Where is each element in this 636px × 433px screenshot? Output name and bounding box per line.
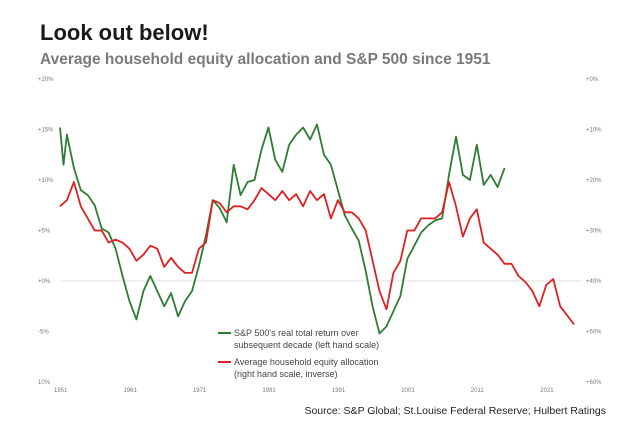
- legend-label-green-line-1: S&P 500's real total return over: [234, 328, 359, 338]
- x-tick-label: 1991: [332, 388, 346, 394]
- x-axis-ticks: 1951 1961 1971 1981 1991 2001 2011 2021: [54, 388, 554, 394]
- series-lines: [59, 123, 575, 335]
- left-tick-label: +10%: [38, 178, 54, 184]
- series-line-red: [59, 181, 575, 325]
- right-axis-ticks: +0% +10% +20% +30% +40% +50% +60%: [586, 77, 602, 386]
- left-axis-ticks: +20% +15% +10% +5% +0% -5% 10%: [38, 77, 54, 386]
- left-tick-label: +5%: [38, 229, 51, 235]
- legend-label-red-line-1: Average household equity allocation: [234, 357, 378, 367]
- source-note: Source: S&P Global; St.Louise Federal Re…: [304, 405, 606, 417]
- x-tick-label: 1951: [54, 388, 68, 394]
- left-tick-label: 10%: [38, 380, 51, 386]
- left-tick-label: +20%: [38, 77, 54, 83]
- right-tick-label: +30%: [586, 229, 602, 235]
- chart-subtitle: Average household equity allocation and …: [40, 51, 491, 68]
- right-tick-label: +40%: [586, 279, 602, 285]
- left-tick-label: -5%: [38, 330, 49, 336]
- right-tick-label: +20%: [586, 178, 602, 184]
- series-line-green: [59, 123, 506, 335]
- right-tick-label: +60%: [586, 380, 602, 386]
- legend-label-green-line-2: subsequent decade (left hand scale): [234, 340, 379, 350]
- x-tick-label: 2001: [401, 388, 415, 394]
- chart-title: Look out below!: [40, 20, 209, 45]
- right-tick-label: +10%: [586, 128, 602, 134]
- right-tick-label: +0%: [586, 77, 599, 83]
- right-tick-label: +50%: [586, 330, 602, 336]
- left-tick-label: +15%: [38, 128, 54, 134]
- left-tick-label: +0%: [38, 279, 51, 285]
- x-tick-label: 2021: [540, 388, 554, 394]
- x-tick-label: 2011: [471, 388, 485, 394]
- legend: S&P 500's real total return over subsequ…: [218, 328, 379, 379]
- x-tick-label: 1981: [262, 388, 276, 394]
- legend-label-red-line-2: (right hand scale, inverse): [234, 369, 338, 379]
- x-tick-label: 1961: [123, 388, 137, 394]
- x-tick-label: 1971: [193, 388, 207, 394]
